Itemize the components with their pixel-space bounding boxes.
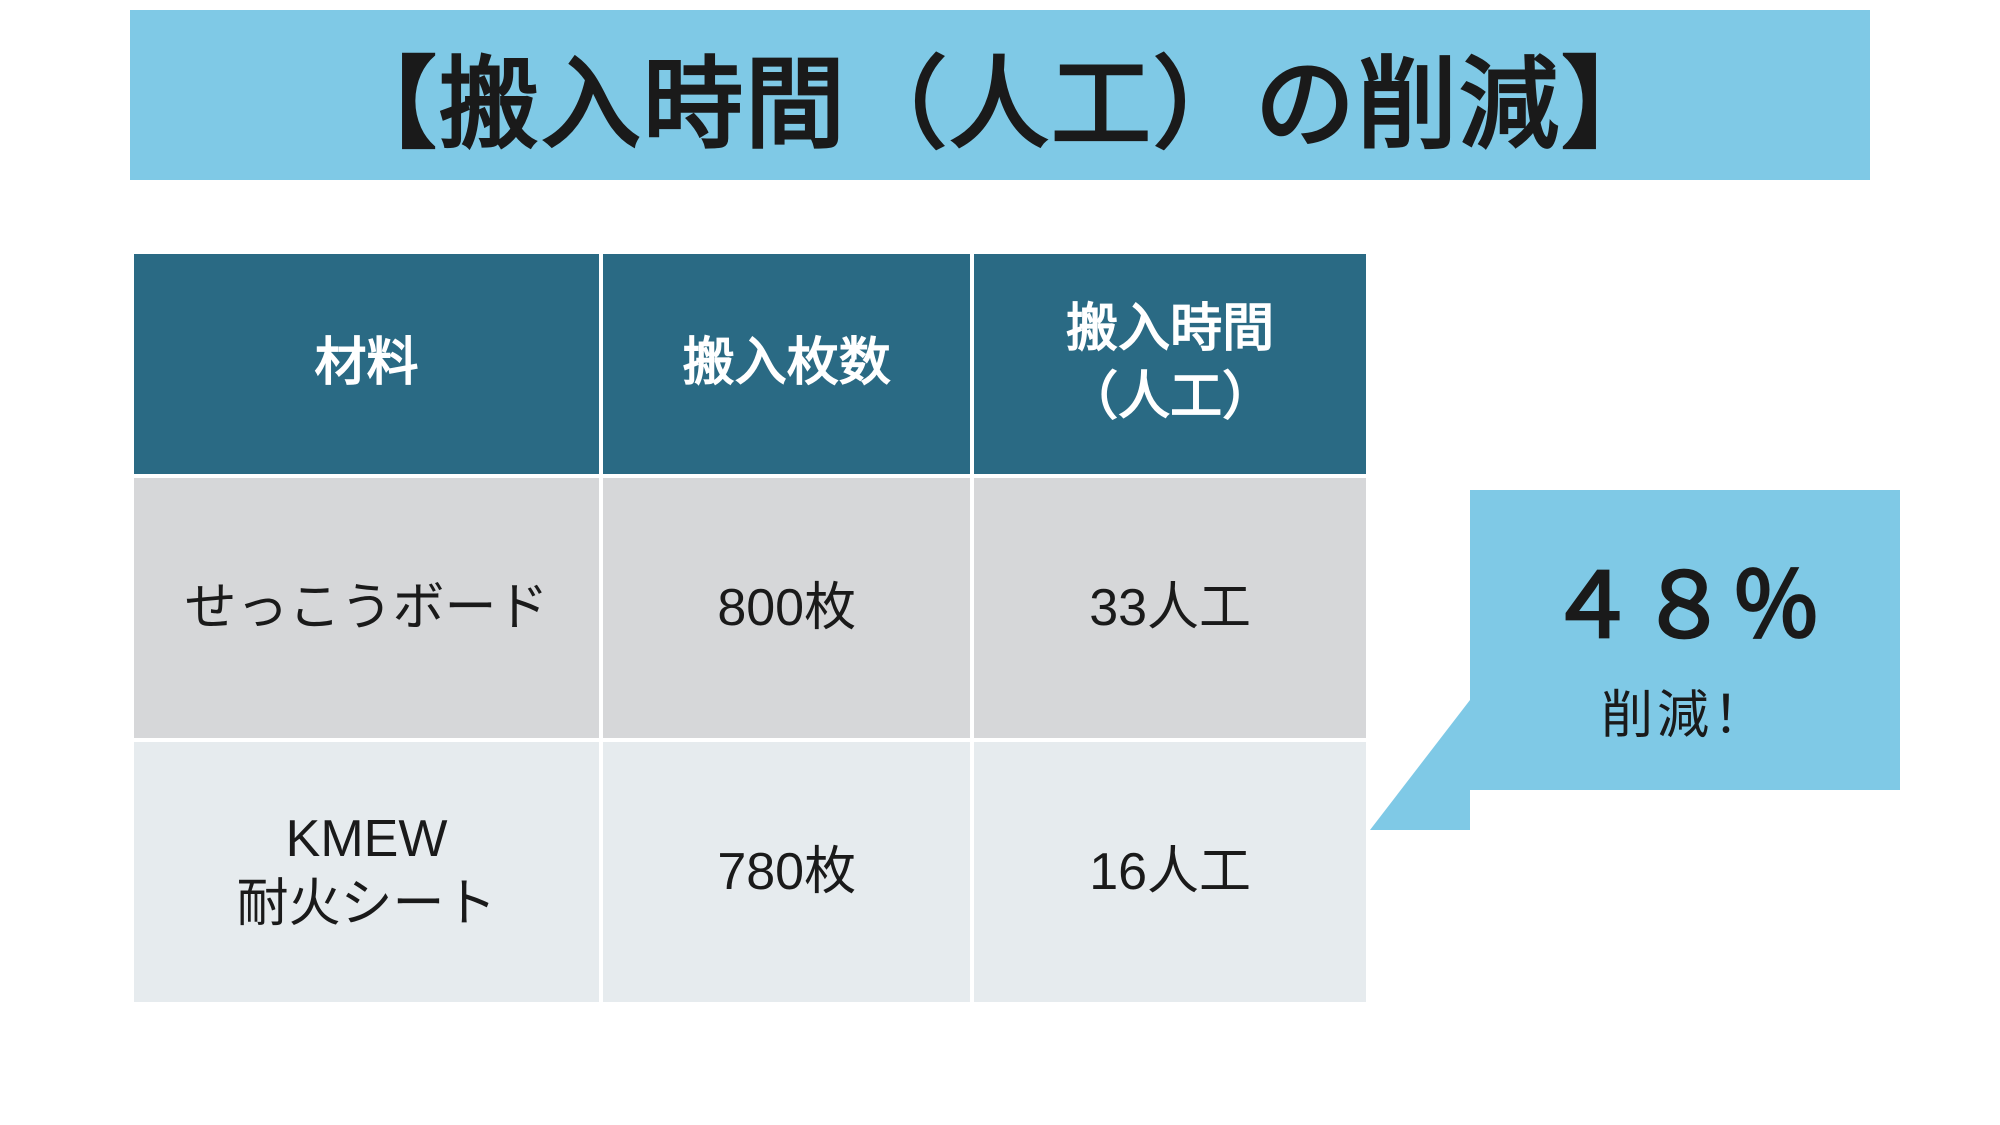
comparison-table: 材料 搬入枚数 搬入時間 （人工） せっこうボード 800枚 33人工 KMEW… xyxy=(130,250,1370,1006)
cell-count: 780枚 xyxy=(603,742,970,1002)
table-row: せっこうボード 800枚 33人工 xyxy=(134,478,1366,738)
col-header-time: 搬入時間 （人工） xyxy=(974,254,1366,474)
callout-tail xyxy=(1370,700,1470,830)
cell-time: 33人工 xyxy=(974,478,1366,738)
title-bar: 【搬入時間（人工）の削減】 xyxy=(130,10,1870,180)
cell-material: せっこうボード xyxy=(134,478,599,738)
callout-percent: ４８％ xyxy=(1547,533,1823,663)
table-header-row: 材料 搬入枚数 搬入時間 （人工） xyxy=(134,254,1366,474)
reduction-callout: ４８％ 削減！ xyxy=(1470,490,1900,790)
comparison-table-wrap: 材料 搬入枚数 搬入時間 （人工） せっこうボード 800枚 33人工 KMEW… xyxy=(130,250,1370,1006)
callout-label: 削減！ xyxy=(1601,673,1769,748)
col-header-material: 材料 xyxy=(134,254,599,474)
cell-material: KMEW 耐火シート xyxy=(134,742,599,1002)
table-row: KMEW 耐火シート 780枚 16人工 xyxy=(134,742,1366,1002)
col-header-count: 搬入枚数 xyxy=(603,254,970,474)
cell-count: 800枚 xyxy=(603,478,970,738)
title-text: 【搬入時間（人工）の削減】 xyxy=(337,23,1663,168)
cell-time: 16人工 xyxy=(974,742,1366,1002)
